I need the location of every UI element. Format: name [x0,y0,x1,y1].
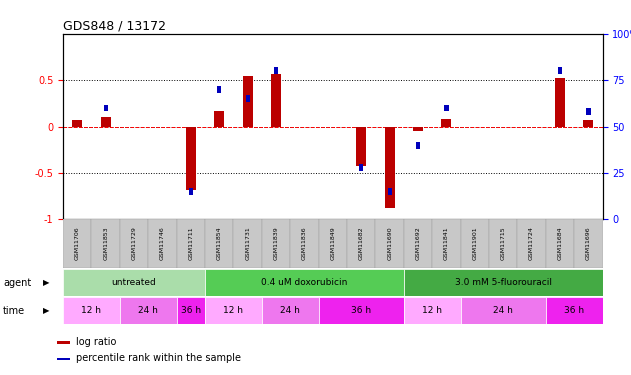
Text: 24 h: 24 h [280,306,300,315]
Bar [385,127,394,208]
Bar [404,297,461,324]
Bar [186,127,196,190]
Bar [404,219,432,268]
Text: GDS848 / 13172: GDS848 / 13172 [63,20,166,33]
Text: ▶: ▶ [43,306,49,315]
Bar [177,219,205,268]
Bar [517,219,546,268]
Bar [347,219,375,268]
Bar [262,297,319,324]
Bar [442,119,451,127]
Bar [359,164,363,171]
Text: GSM11724: GSM11724 [529,226,534,260]
Text: 0.4 uM doxorubicin: 0.4 uM doxorubicin [261,278,348,287]
Text: time: time [3,306,25,316]
Text: log ratio: log ratio [76,337,116,347]
Bar [91,219,120,268]
Bar [262,219,290,268]
Text: GSM11731: GSM11731 [245,226,250,260]
Bar [271,74,281,127]
Text: 12 h: 12 h [81,306,102,315]
Bar [177,297,205,324]
Text: agent: agent [3,278,32,288]
Bar [245,95,250,102]
Text: GSM11854: GSM11854 [217,226,221,260]
Bar [189,188,193,195]
Text: GSM11849: GSM11849 [331,226,335,260]
Bar [444,105,449,111]
Bar [387,188,392,195]
Text: 24 h: 24 h [138,306,158,315]
Bar [413,127,423,131]
Text: GSM11746: GSM11746 [160,226,165,260]
Text: 36 h: 36 h [564,306,584,315]
Text: 12 h: 12 h [223,306,244,315]
Text: GSM11692: GSM11692 [416,226,420,260]
Bar [432,219,461,268]
Text: untreated: untreated [112,278,156,287]
Text: GSM11684: GSM11684 [558,226,562,260]
Text: GSM11839: GSM11839 [274,226,278,260]
Bar [404,269,603,296]
Bar [574,219,603,268]
Text: GSM11853: GSM11853 [103,226,108,260]
Text: GSM11690: GSM11690 [387,226,392,260]
Text: GSM11682: GSM11682 [359,226,363,260]
Bar [555,78,565,127]
Bar [319,297,404,324]
Bar [63,297,120,324]
Text: GSM11715: GSM11715 [501,226,505,260]
Bar [205,219,233,268]
Text: 12 h: 12 h [422,306,442,315]
Bar [319,219,347,268]
Bar [461,297,546,324]
Text: GSM11901: GSM11901 [473,226,477,260]
Text: GSM11836: GSM11836 [302,226,307,260]
Bar [375,219,404,268]
Bar [584,120,593,127]
Bar [243,76,252,127]
Bar [57,357,70,360]
Text: 36 h: 36 h [181,306,201,315]
Text: GSM11706: GSM11706 [75,226,80,260]
Bar [274,68,278,74]
Bar [103,105,108,111]
Bar [558,68,562,74]
Bar [57,341,70,344]
Text: 3.0 mM 5-fluorouracil: 3.0 mM 5-fluorouracil [455,278,551,287]
Bar [586,108,591,115]
Text: GSM11729: GSM11729 [132,226,136,260]
Bar [217,86,221,93]
Bar [148,219,177,268]
Bar [461,219,489,268]
Text: 36 h: 36 h [351,306,371,315]
Text: GSM11711: GSM11711 [189,226,193,260]
Bar [546,219,574,268]
Bar [290,219,319,268]
Bar [120,219,148,268]
Bar [120,297,177,324]
Text: GSM11696: GSM11696 [586,226,591,260]
Text: GSM11841: GSM11841 [444,226,449,260]
Bar [63,219,91,268]
Bar [205,297,262,324]
Bar [489,219,517,268]
Bar [357,127,366,165]
Bar [233,219,262,268]
Bar [63,269,205,296]
Text: ▶: ▶ [43,278,49,287]
Text: percentile rank within the sample: percentile rank within the sample [76,353,240,363]
Bar [73,120,82,127]
Bar [205,269,404,296]
Text: 24 h: 24 h [493,306,513,315]
Bar [546,297,603,324]
Bar [416,142,420,148]
Bar [215,111,224,127]
Bar [101,117,110,127]
